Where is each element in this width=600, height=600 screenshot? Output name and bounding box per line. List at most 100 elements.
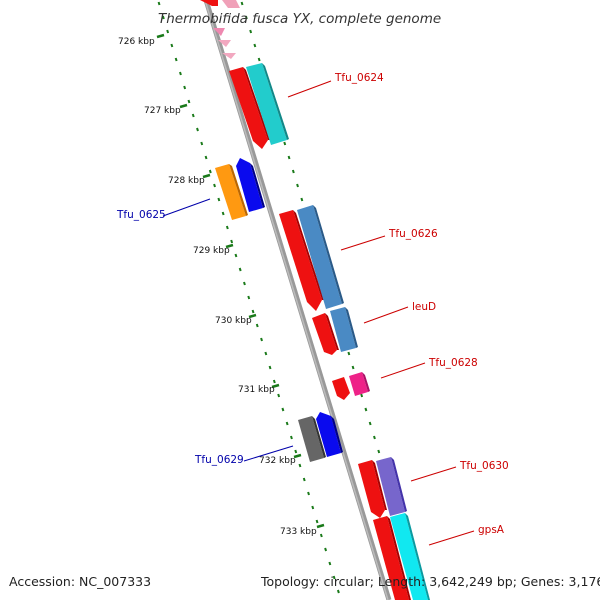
track-dot-left [243, 281, 246, 286]
tick-label-727: 727 kbp [144, 106, 181, 116]
map-title: Thermobifida fusca YX, complete genome [158, 11, 441, 27]
gene-tfu0628-magenta[interactable] [349, 372, 370, 396]
gene-tfu0624[interactable] [229, 67, 270, 149]
gene-labels: Tfu_0624 Tfu_0625 Tfu_0626 leuD Tfu_0628… [116, 72, 509, 536]
gene-label-tfu0629[interactable]: Tfu_0629 [194, 454, 244, 466]
track-dot-left [187, 99, 191, 104]
tick-label-726: 726 kbp [118, 37, 155, 47]
track-dot-right [253, 43, 257, 48]
track-dot-left [230, 239, 234, 244]
track-dot-right [377, 449, 381, 454]
track-dot-left [157, 1, 161, 6]
track-dot-left [213, 183, 216, 188]
gene-tfu0630-red[interactable] [358, 460, 387, 518]
tick-label-730: 730 kbp [215, 316, 252, 326]
gene-tfu0629-blue[interactable] [316, 412, 343, 457]
track-dot-left [272, 379, 276, 384]
gene-label-tfu0625[interactable]: Tfu_0625 [116, 209, 166, 221]
track-dot-left [238, 267, 242, 272]
gene-tfu0629-gray[interactable] [298, 416, 326, 462]
gene-gpsa-cyan[interactable] [390, 513, 430, 600]
track-dot-left [179, 71, 182, 76]
major-tick-1 [179, 103, 188, 109]
gene-tfu0628-red[interactable] [332, 377, 350, 400]
gene-arrow-top-pink-2[interactable] [213, 28, 225, 36]
track-dot-right [300, 197, 304, 202]
track-dot-left [247, 295, 251, 300]
gene-tfu0625-blue[interactable] [236, 158, 265, 212]
track-dot-right [296, 183, 299, 188]
track-dot-left [277, 393, 281, 398]
track-dot-left [285, 421, 289, 426]
track-dot-left [225, 225, 229, 230]
track-dot-left [311, 505, 315, 510]
tick-label-728: 728 kbp [168, 176, 205, 186]
track-dot-left [234, 253, 238, 258]
track-dot-left [217, 197, 221, 202]
tick-labels: 726 kbp 727 kbp 728 kbp 729 kbp 730 kbp … [118, 37, 317, 537]
gene-label-tfu0626[interactable]: Tfu_0626 [388, 228, 438, 240]
gene-tfu0626-red[interactable] [279, 210, 324, 311]
track-dot-left [170, 43, 174, 48]
track-dot-left [302, 477, 306, 482]
track-dot-left [281, 407, 285, 412]
gene-label-leud[interactable]: leuD [412, 301, 436, 313]
major-tick-6 [293, 453, 302, 459]
gene-label-tfu0624[interactable]: Tfu_0624 [334, 72, 384, 84]
major-tick-4 [248, 313, 257, 319]
track-dot-left [200, 141, 204, 146]
track-dot-left [264, 351, 268, 356]
track-dot-left [260, 337, 263, 342]
gene-tfu0626-blue[interactable] [297, 205, 344, 309]
track-dot-right [373, 435, 376, 440]
track-dot-left [268, 365, 272, 370]
track-dot-left [328, 561, 332, 566]
gene-arrow-top-pink-1[interactable] [222, 0, 240, 8]
gene-arrow-top-red[interactable] [200, 0, 218, 6]
track-dot-left [332, 575, 336, 580]
track-dot-right [283, 141, 287, 146]
partial-genes-top [200, 0, 240, 59]
gene-label-tfu0628[interactable]: Tfu_0628 [428, 357, 478, 369]
track-dot-left [336, 589, 340, 594]
gene-cyan-1[interactable] [246, 63, 289, 145]
tick-label-731: 731 kbp [238, 385, 275, 395]
track-dot-left [290, 435, 293, 440]
track-dot-left [191, 113, 195, 118]
track-dot-left [255, 323, 259, 328]
gene-label-gpsa[interactable]: gpsA [478, 524, 505, 536]
track-dot-left [183, 85, 187, 90]
track-dot-left [161, 15, 165, 20]
gene-leud-red[interactable] [312, 313, 339, 355]
gene-tfu0630-purple[interactable] [376, 457, 407, 516]
major-tick-3 [225, 243, 234, 249]
major-tick-5 [271, 383, 280, 389]
genome-backbone [203, 0, 392, 600]
track-dot-left [204, 155, 208, 160]
track-dot-right [291, 169, 295, 174]
track-dot-right [351, 365, 355, 370]
track-dot-right [240, 1, 244, 6]
gene-arrow-top-pink-3[interactable] [218, 40, 231, 47]
track-dot-right [360, 393, 364, 398]
tick-label-729: 729 kbp [193, 246, 230, 256]
gene-tfu0625-orange[interactable] [215, 164, 248, 220]
gene-leud-blue[interactable] [330, 307, 358, 352]
tick-label-732: 732 kbp [259, 456, 296, 466]
track-dot-left [251, 309, 255, 314]
track-dot-right [287, 155, 291, 160]
track-dot-left [166, 29, 170, 34]
major-tick-7 [316, 523, 325, 529]
track-dot-right [257, 57, 261, 62]
track-dot-left [294, 449, 298, 454]
track-dot-right [249, 29, 253, 34]
gene-label-tfu0630[interactable]: Tfu_0630 [459, 460, 509, 472]
gene-arrow-top-pink-4[interactable] [222, 53, 236, 59]
track-dot-right [368, 421, 372, 426]
track-dot-left [298, 463, 302, 468]
gene-gpsa-red[interactable] [373, 516, 411, 600]
track-dot-left [208, 169, 212, 174]
label-leaders [162, 80, 475, 546]
tick-label-733: 733 kbp [280, 527, 317, 537]
